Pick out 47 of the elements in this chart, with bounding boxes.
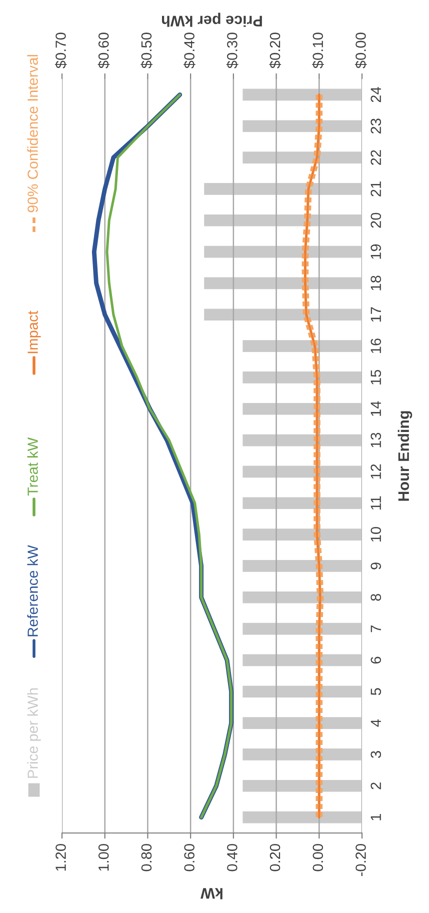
x2-tick-label: $0.20 xyxy=(269,32,282,68)
y-tick-label: 17 xyxy=(370,307,381,322)
y-tick-label: 8 xyxy=(370,594,382,601)
y-tick-label: 19 xyxy=(370,244,382,259)
y-tick-label: 4 xyxy=(370,719,381,727)
y-tick-label: 13 xyxy=(370,432,382,448)
x-tick-label: 0.60 xyxy=(184,844,194,872)
x-tick-label: 0.00 xyxy=(312,844,324,872)
x-axis-title: kW xyxy=(200,888,222,900)
x2-tick-label: $0.60 xyxy=(98,32,110,68)
y-tick-label: 18 xyxy=(370,276,382,290)
x2-tick-label: $0.30 xyxy=(226,32,238,68)
text: Treat kW xyxy=(27,437,38,496)
y-tick-label: 11 xyxy=(370,496,381,510)
y-tick-label: 15 xyxy=(370,370,382,384)
x-tick-label: -0.20 xyxy=(356,844,366,876)
y-tick-label: 5 xyxy=(370,688,382,696)
text: Reference kW xyxy=(27,545,38,636)
y-tick-label: 22 xyxy=(370,150,381,165)
y-tick-label: 6 xyxy=(370,656,382,664)
x-tick-label: 0.20 xyxy=(270,844,280,872)
y-tick-label: 7 xyxy=(370,625,381,632)
x-tick-label: 0.40 xyxy=(227,844,238,872)
y-tick-label: 21 xyxy=(370,182,381,196)
x-tick-label: 1.20 xyxy=(56,844,66,871)
x2-tick-label: $0.50 xyxy=(140,32,152,68)
x-tick-label: 1.00 xyxy=(98,844,109,871)
y-tick-label: 20 xyxy=(370,212,382,228)
y-tick-label: 24 xyxy=(370,87,381,102)
y-tick-label: 14 xyxy=(370,401,381,416)
x-tick-label: 0.80 xyxy=(141,844,152,872)
x2-tick-label: $0.70 xyxy=(54,32,67,68)
y-tick-label: 9 xyxy=(370,562,382,570)
x2-tick-label: $0.40 xyxy=(184,32,196,68)
y-tick-label: 2 xyxy=(370,782,381,790)
y-tick-label: 1 xyxy=(370,814,381,820)
y-tick-label: 3 xyxy=(370,751,382,758)
x2-tick-label: $0.10 xyxy=(312,32,324,68)
x2-tick-label: $0.00 xyxy=(354,32,367,68)
y-tick-label: 10 xyxy=(370,527,382,542)
text: 90% Confidence Interval xyxy=(27,55,38,212)
y-axis-title: Hour Ending xyxy=(398,411,412,501)
y-tick-label: 23 xyxy=(370,118,382,134)
y-tick-label: 16 xyxy=(370,338,382,354)
text: Impact xyxy=(28,310,41,354)
y-tick-label: 12 xyxy=(370,464,381,479)
x2-axis-title: Price per kWh xyxy=(162,12,262,27)
